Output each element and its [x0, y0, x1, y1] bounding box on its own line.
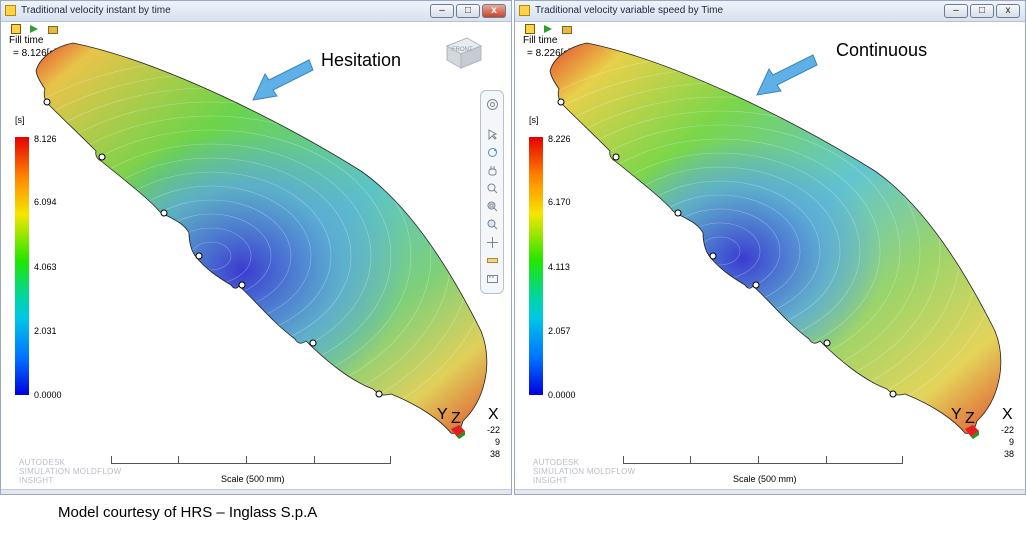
- scale-value-1: 2.031: [34, 326, 57, 336]
- axis-readout-3: 38: [1003, 449, 1014, 459]
- minimize-button[interactable]: –: [430, 4, 454, 18]
- result-properties-icon[interactable]: [525, 24, 535, 34]
- axis-triad-icon: [965, 425, 979, 439]
- result-toolbar: [525, 24, 576, 34]
- time-readout: = 8.126[s]: [13, 48, 58, 59]
- window-title: Traditional velocity instant by time: [21, 5, 171, 16]
- axis-triad-icon: [451, 425, 465, 439]
- app-icon: [5, 5, 16, 16]
- scale-value-2: 4.063: [34, 262, 57, 272]
- scale-value-2: 4.113: [548, 262, 570, 272]
- select-cursor-icon[interactable]: [487, 129, 498, 140]
- measure-icon[interactable]: [487, 273, 498, 284]
- part-fill-plot[interactable]: [515, 1, 1026, 495]
- window-title: Traditional velocity variable speed by T…: [535, 5, 724, 16]
- scale-value-min: 0.0000: [548, 390, 576, 400]
- animate-play-icon[interactable]: [543, 24, 553, 34]
- time-readout: = 8.226[s]: [527, 48, 572, 59]
- minimize-button[interactable]: –: [944, 4, 968, 18]
- scale-value-max: 8.226: [548, 134, 571, 144]
- axis-readout-2: 9: [1008, 437, 1014, 447]
- pan-hand-icon[interactable]: [487, 165, 498, 176]
- scale-value-1: 2.057: [548, 326, 571, 336]
- axis-x-label: X: [488, 406, 499, 423]
- center-crosshair-icon[interactable]: [487, 237, 498, 248]
- color-scale-bar: [15, 137, 29, 395]
- close-button[interactable]: x: [482, 4, 506, 18]
- steering-wheel-icon[interactable]: [487, 99, 498, 110]
- result-window-right[interactable]: Traditional velocity variable speed by T…: [514, 0, 1026, 495]
- axis-y-label: Y: [437, 406, 448, 423]
- scale-value-min: 0.0000: [34, 390, 62, 400]
- folder-icon[interactable]: [47, 24, 58, 34]
- axis-readout-1: -22: [486, 425, 500, 435]
- scale-unit-label: [s]: [529, 115, 539, 125]
- status-bar: [515, 489, 1025, 494]
- scale-ruler: [623, 456, 903, 471]
- color-scale-bar: [529, 137, 543, 395]
- folder-icon[interactable]: [561, 24, 572, 34]
- image-caption: Model courtesy of HRS – Inglass S.p.A: [58, 504, 318, 521]
- annotation-label: Continuous: [836, 40, 928, 60]
- result-toolbar: [11, 24, 62, 34]
- moldflow-watermark: AUTODESK SIMULATION MOLDFLOW INSIGHT: [533, 458, 636, 485]
- annotation-label: Hesitation: [321, 50, 402, 70]
- view-tools-panel: [480, 90, 504, 294]
- animate-play-icon[interactable]: [29, 24, 39, 34]
- scale-value-3: 6.094: [34, 197, 57, 207]
- axis-x-label: X: [1002, 406, 1013, 423]
- result-properties-icon[interactable]: [11, 24, 21, 34]
- axis-z-label: Z: [451, 410, 461, 427]
- close-button[interactable]: x: [996, 4, 1020, 18]
- result-window-left[interactable]: Traditional velocity instant by time – □…: [0, 0, 512, 495]
- hesitation-arrow-icon: [252, 59, 314, 101]
- plane-icon[interactable]: [487, 255, 498, 266]
- scale-value-3: 6.170: [548, 197, 571, 207]
- moldflow-watermark: AUTODESK SIMULATION MOLDFLOW INSIGHT: [19, 458, 122, 485]
- result-name-label: Fill time: [523, 35, 558, 46]
- view-cube-icon[interactable]: FRONT: [443, 34, 483, 70]
- title-bar[interactable]: Traditional velocity variable speed by T…: [515, 1, 1025, 22]
- continuous-arrow-icon: [756, 54, 818, 96]
- restore-button[interactable]: □: [970, 4, 994, 18]
- status-bar: [1, 489, 511, 494]
- axis-readout-3: 38: [489, 449, 500, 459]
- title-bar[interactable]: Traditional velocity instant by time – □…: [1, 1, 511, 22]
- zoom-icon[interactable]: [487, 183, 498, 194]
- scale-unit-label: [s]: [15, 115, 25, 125]
- restore-button[interactable]: □: [456, 4, 480, 18]
- axis-z-label: Z: [965, 410, 975, 427]
- axis-y-label: Y: [951, 406, 962, 423]
- part-fill-plot[interactable]: [1, 1, 512, 495]
- zoom-window-icon[interactable]: [487, 201, 498, 212]
- scale-label: Scale (500 mm): [733, 474, 797, 484]
- scale-label: Scale (500 mm): [221, 474, 285, 484]
- view-cube-face-label: FRONT: [452, 47, 473, 53]
- rotate-icon[interactable]: [487, 147, 498, 158]
- app-icon: [519, 5, 530, 16]
- zoom-fit-icon[interactable]: [487, 219, 498, 230]
- result-name-label: Fill time: [9, 35, 44, 46]
- scale-value-max: 8.126: [34, 134, 57, 144]
- scale-ruler: [111, 456, 391, 471]
- axis-readout-2: 9: [494, 437, 500, 447]
- axis-readout-1: -22: [1000, 425, 1014, 435]
